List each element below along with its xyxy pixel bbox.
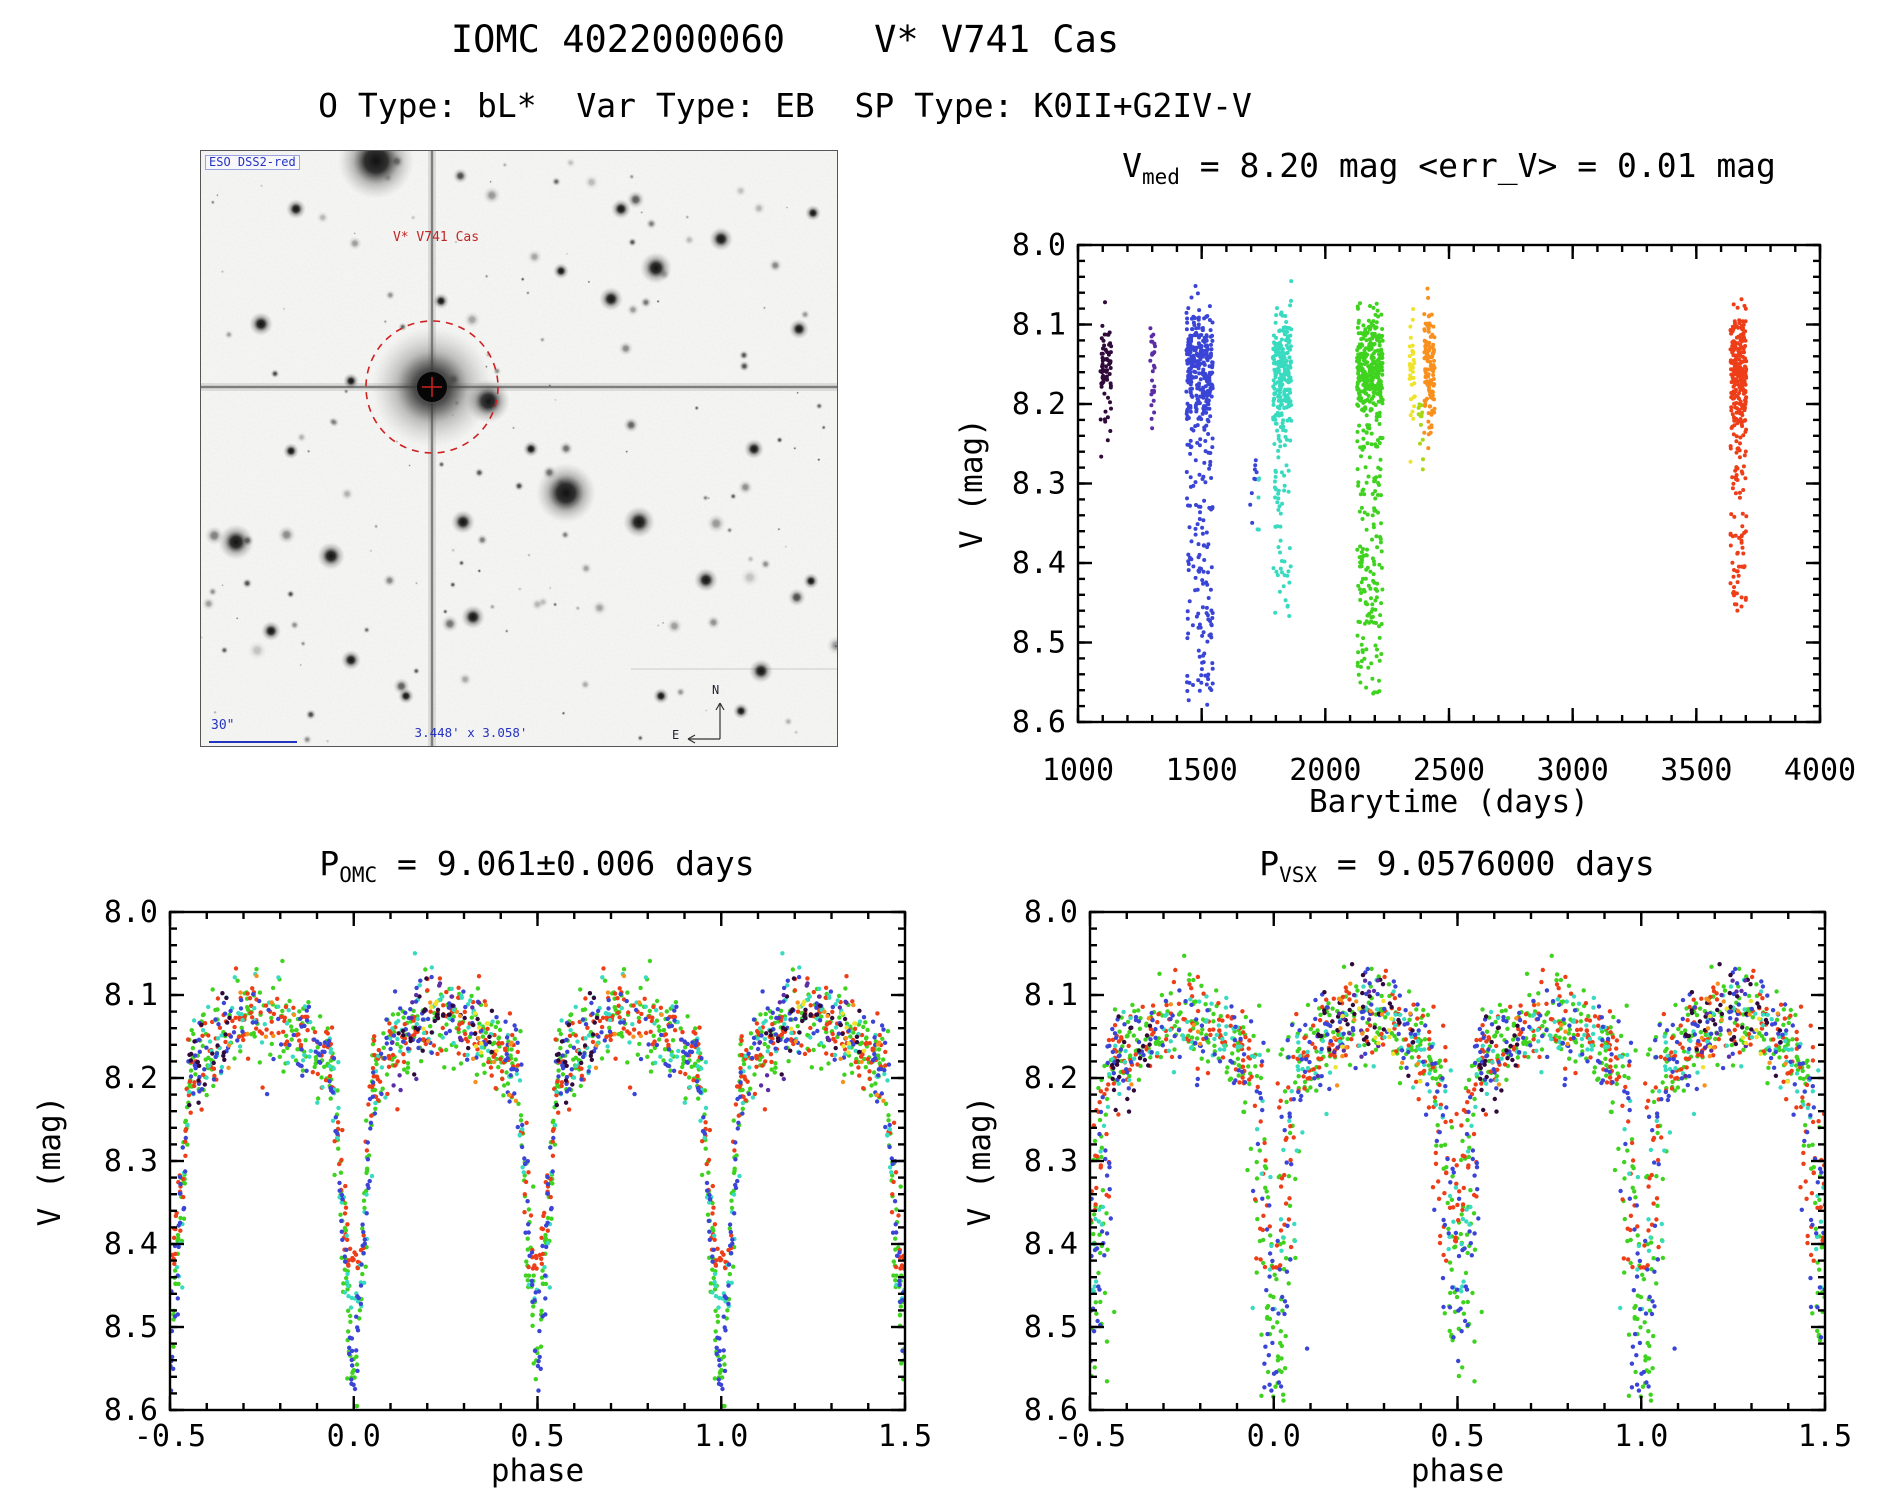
phase-vsx-plot: -0.5 0.0 0.5 1.0 1.58.08.18.28.38.48.58.6pha… [962, 895, 1852, 1489]
survey-label: ESO DSS2-red [205, 155, 300, 171]
svg-text:1500: 1500 [1166, 753, 1238, 788]
svg-text:8.1: 8.1 [104, 978, 158, 1013]
svg-text:8.1: 8.1 [1012, 308, 1066, 343]
svg-text:8.3: 8.3 [1012, 467, 1066, 502]
svg-text:1.0: 1.0 [694, 1419, 748, 1454]
pomc-symbol: P [319, 844, 340, 883]
svg-text:-0.5: -0.5 [134, 1419, 206, 1454]
finder-chart: ESO DSS2-red V* V741 Cas 30" 3.448' x 3.… [200, 150, 838, 747]
x-axis-label: phase [1411, 1453, 1504, 1489]
svg-text:8.6: 8.6 [104, 1393, 158, 1428]
scale-bar [209, 741, 297, 743]
y-axis-label: V (mag) [954, 418, 990, 549]
page-title: IOMC 4022000060 V* V741 Cas [450, 18, 1120, 61]
compass-arrows [687, 702, 725, 744]
svg-text:2000: 2000 [1289, 753, 1361, 788]
svg-text:3000: 3000 [1537, 753, 1609, 788]
page-subtitle: O Type: bL* Var Type: EB SP Type: K0II+G… [318, 86, 1252, 125]
pvsx-symbol: P [1259, 844, 1280, 883]
vmed-subscript: med [1141, 165, 1180, 189]
scale-label: 30" [211, 718, 235, 733]
fov-label: 3.448' x 3.058' [414, 725, 528, 740]
data-points [1098, 279, 1749, 707]
x-axis-label: phase [491, 1453, 584, 1489]
pomc-value-text: = 9.061±0.006 days [377, 844, 755, 883]
y-axis-label: V (mag) [32, 1096, 68, 1227]
target-marker-circle [365, 320, 499, 454]
svg-text:8.2: 8.2 [104, 1061, 158, 1096]
phase-omc-plot-title: POMC = 9.061±0.006 days [137, 844, 937, 887]
target-crosshair [422, 377, 442, 397]
x-axis-label: Barytime (days) [1309, 784, 1589, 820]
axis-labels: 1000 1500 2000 2500 3000 3500 4000 8.0 8.1 8.2 8.3… [954, 228, 1856, 820]
target-label: V* V741 Cas [392, 230, 480, 245]
svg-text:1000: 1000 [1042, 753, 1114, 788]
vmed-value-text: = 8.20 mag <err_V> = 0.01 mag [1179, 146, 1776, 185]
phase-vsx-plot-title: PVSX = 9.0576000 days [1057, 844, 1857, 887]
svg-text:8.0: 8.0 [1012, 228, 1066, 263]
svg-text:8.4: 8.4 [104, 1227, 158, 1262]
phase-omc-plot: -0.5 0.0 0.5 1.0 1.5 8.0 8.1 8.2 8.3 8.4 8.5 8.6 pha… [32, 895, 932, 1489]
data-points [1090, 953, 1825, 1403]
svg-text:8.6: 8.6 [1012, 705, 1066, 740]
pvsx-subscript: VSX [1279, 863, 1318, 887]
svg-text:1.5: 1.5 [878, 1419, 932, 1454]
pvsx-value-text: = 9.0576000 days [1317, 844, 1655, 883]
svg-text:8.0: 8.0 [104, 895, 158, 930]
axis-labels: -0.5 0.0 0.5 1.0 1.58.08.18.28.38.48.58.6pha… [962, 895, 1852, 1489]
svg-text:2500: 2500 [1413, 753, 1485, 788]
svg-text:8.5: 8.5 [104, 1310, 158, 1345]
compass-north-label: N [712, 683, 720, 697]
svg-text:8.5: 8.5 [1012, 626, 1066, 661]
svg-text:8.2: 8.2 [1012, 387, 1066, 422]
barytime-plot: 1000 1500 2000 2500 3000 3500 4000 8.0 8.1 8.2 8.3… [954, 228, 1856, 820]
svg-text:8.3: 8.3 [104, 1144, 158, 1179]
svg-text:4000: 4000 [1784, 753, 1856, 788]
finder-chart-image [201, 151, 837, 746]
barytime-plot-title: Vmed = 8.20 mag <err_V> = 0.01 mag [1014, 146, 1884, 189]
axes [168, 910, 907, 1412]
svg-text:0.0: 0.0 [327, 1419, 381, 1454]
data-points [170, 951, 905, 1409]
compass-east-label: E [672, 728, 680, 742]
y-axis-label: V (mag) [962, 1096, 998, 1227]
star-field [201, 151, 837, 745]
vmed-symbol: V [1122, 146, 1142, 185]
svg-text:3500: 3500 [1660, 753, 1732, 788]
svg-text:8.4: 8.4 [1012, 546, 1066, 581]
axes [1088, 910, 1827, 1412]
svg-text:0.5: 0.5 [510, 1419, 564, 1454]
pomc-subscript: OMC [339, 863, 378, 887]
axes [1076, 243, 1822, 724]
axis-labels: -0.5 0.0 0.5 1.0 1.5 8.0 8.1 8.2 8.3 8.4 8.5 8.6 pha… [32, 895, 932, 1489]
